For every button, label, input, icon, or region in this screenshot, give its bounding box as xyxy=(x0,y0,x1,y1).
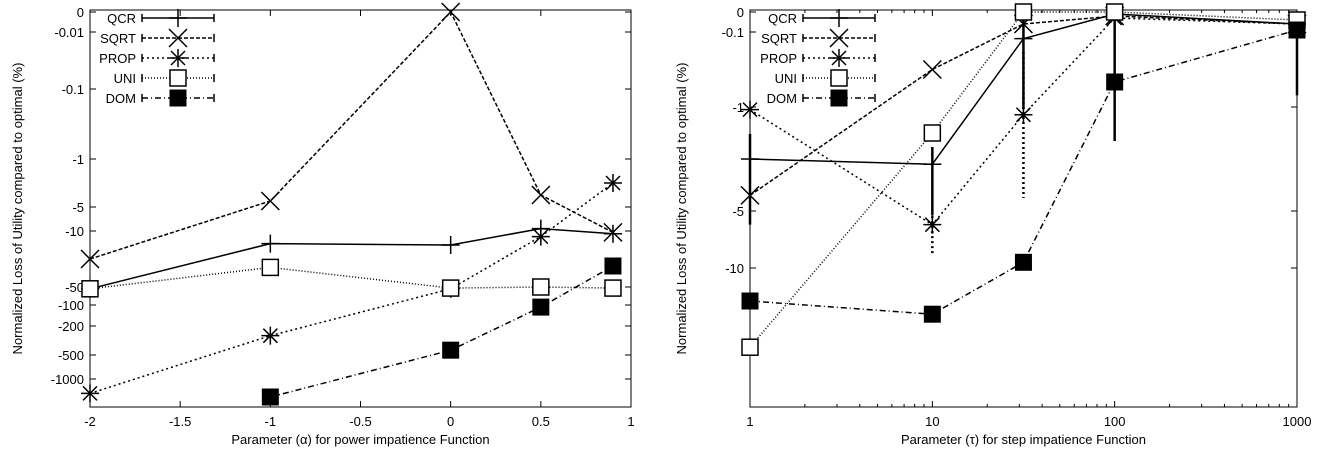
chart2-legend-label-prop: PROP xyxy=(760,51,797,66)
chart2-series-dom-point xyxy=(741,292,759,310)
chart1-x-tick-label: -1.5 xyxy=(169,414,191,429)
chart2-legend-label-uni: UNI xyxy=(775,71,797,86)
chart1-series-prop-point-b xyxy=(533,229,549,245)
chart2-series-prop-point-b xyxy=(1015,107,1031,123)
chart1-legend-label-uni: UNI xyxy=(114,71,136,86)
chart1-legend-label-qcr: QCR xyxy=(107,11,136,26)
chart1-legend-marker-uni xyxy=(169,69,187,87)
chart1-y-tick-label: -200 xyxy=(58,319,84,334)
chart1-legend-marker-dom xyxy=(169,89,187,107)
chart1-x-tick-label: 0.5 xyxy=(532,414,550,429)
chart1-series-dom-point xyxy=(604,257,622,275)
chart1-y-tick-label: -50 xyxy=(65,280,84,295)
chart2-series-dom-point xyxy=(1288,21,1306,39)
chart2-series-sqrt-point-b xyxy=(740,185,760,205)
chart1-y-tick-label: -1 xyxy=(72,152,84,167)
chart2-series-sqrt-line xyxy=(749,15,1298,197)
chart1-y-tick-label: 0 xyxy=(77,5,84,20)
chart1-series-sqrt-point-b xyxy=(260,191,280,211)
chart1-legend-label-prop: PROP xyxy=(99,51,136,66)
chart2-series-uni-point xyxy=(1014,3,1033,21)
chart1-legend-marker-sqrt-b xyxy=(168,28,188,48)
chart1-series-sqrt-point-b xyxy=(80,249,100,269)
chart2-series-dom xyxy=(741,21,1306,323)
chart1-y-tick-label: -10 xyxy=(65,224,84,239)
chart1-series-dom-point xyxy=(532,298,550,316)
chart1-series-sqrt-point-b xyxy=(603,222,623,242)
chart1-y-axis-label: Normalized Loss of Utility compared to o… xyxy=(10,63,25,355)
chart2-y-tick-label: -0.1 xyxy=(722,25,744,40)
chart2-series-uni-point xyxy=(741,338,759,356)
chart2-series-prop-point-b xyxy=(742,102,758,118)
chart2-series-dom-point xyxy=(1014,253,1032,271)
chart2-x-tick-label: 100 xyxy=(1104,414,1126,429)
chart1-legend-label-sqrt: SQRT xyxy=(100,31,136,46)
chart1-x-tick-label: -0.5 xyxy=(349,414,371,429)
chart1-y-tick-label: -5 xyxy=(72,200,84,215)
chart2-series-prop-point-b xyxy=(924,217,940,233)
chart1-x-tick-label: -1 xyxy=(265,414,277,429)
chart2-y-tick-label: -5 xyxy=(732,204,744,219)
chart2-y-tick-label: -1 xyxy=(732,100,744,115)
chart1-series-prop-point-b xyxy=(262,328,278,344)
chart1-series-dom-point xyxy=(261,388,279,406)
chart2-series-uni-point xyxy=(923,124,942,142)
chart1-series-dom-line xyxy=(270,265,614,398)
chart1-series-uni-point xyxy=(261,258,280,277)
chart2-series-dom-point xyxy=(923,305,941,323)
chart1-series-uni-point xyxy=(81,280,99,298)
chart1-series-sqrt-line xyxy=(89,10,614,260)
chart1-series-sqrt-point-b xyxy=(531,185,551,205)
chart1-x-tick-label: -2 xyxy=(84,414,96,429)
chart2-x-tick-label: 1 xyxy=(746,414,753,429)
chart2-y-tick-label: -10 xyxy=(725,261,744,276)
chart2-legend-label-dom: DOM xyxy=(767,91,797,106)
chart1-y-tick-label: -500 xyxy=(58,348,84,363)
chart2-x-axis-label: Parameter (τ) for step impatience Functi… xyxy=(901,432,1146,447)
chart1-x-tick-label: 0 xyxy=(447,414,454,429)
chart1-legend-label-dom: DOM xyxy=(106,91,136,106)
chart1-series-uni-point xyxy=(441,279,460,297)
chart1-x-axis-label: Parameter (α) for power impatience Funct… xyxy=(231,432,489,447)
chart1-series-sqrt-point-b xyxy=(441,2,461,22)
chart2-legend: QCR SQRT PROP UNI DOM xyxy=(760,9,876,107)
chart2-series-uni-point xyxy=(1105,3,1124,21)
chart1-y-tick-label: -100 xyxy=(58,298,84,313)
chart1-legend-marker-prop-b xyxy=(170,50,186,66)
chart1: -2 -1.5 -1 -0.5 0 0.5 1 0 -0.01 -0.1 -1 -5 -10 -50 -10… xyxy=(10,2,635,447)
chart1-series-dom xyxy=(261,257,622,406)
chart2-legend-marker-dom xyxy=(830,89,848,107)
chart1-series-uni-point xyxy=(604,279,622,297)
chart1-series-uni-point xyxy=(532,278,550,296)
chart2-x-tick-label: 10 xyxy=(925,414,939,429)
chart1-y-tick-label: -0.1 xyxy=(62,82,84,97)
chart1-legend: QCR SQRT PROP UNI DOM xyxy=(99,9,215,107)
chart1-y-tick-label: -1000 xyxy=(51,372,84,387)
chart1-series-sqrt xyxy=(80,2,623,269)
chart2-y-axis-label: Normalized Loss of Utility compared to o… xyxy=(674,63,689,355)
chart2-series-uni xyxy=(741,3,1306,356)
chart2-legend-label-qcr: QCR xyxy=(768,11,797,26)
chart2-legend-marker-uni xyxy=(830,69,848,87)
chart2-series-dom-point xyxy=(1106,73,1124,91)
chart2: 1 10 100 1000 0 -0.1 -1 -5 -10 Parameter (τ) for … xyxy=(674,3,1312,447)
chart2-legend-marker-sqrt-b xyxy=(829,28,849,48)
chart2-series-sqrt-point-b xyxy=(922,59,942,80)
chart1-x-tick-label: 1 xyxy=(627,414,634,429)
chart2-legend-marker-prop-b xyxy=(831,50,847,66)
chart1-series-prop-point-b xyxy=(605,175,621,191)
chart1-series-dom-point xyxy=(442,341,460,359)
chart1-series-uni xyxy=(81,258,622,298)
chart2-legend-label-sqrt: SQRT xyxy=(761,31,797,46)
chart2-y-tick-label: 0 xyxy=(737,5,744,20)
chart2-x-tick-label: 1000 xyxy=(1283,414,1312,429)
chart1-y-tick-label: -0.01 xyxy=(54,25,84,40)
chart1-series-prop-point-b xyxy=(82,385,98,401)
